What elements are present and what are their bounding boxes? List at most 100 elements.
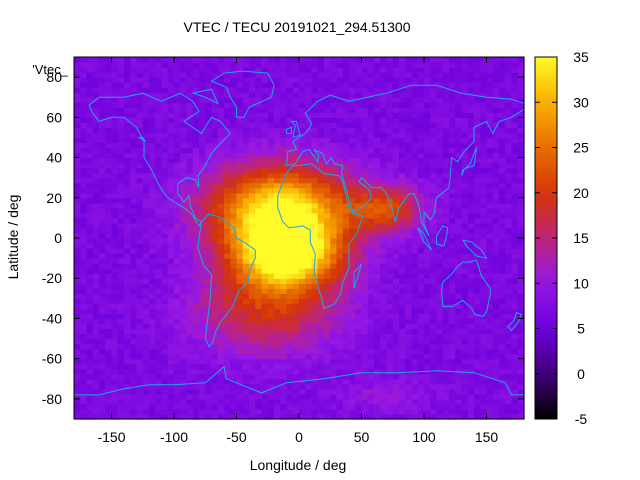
heatmap-cell [311,358,319,365]
heatmap-cell [367,202,375,209]
heatmap-cell [442,102,450,108]
heatmap-cell [174,378,181,385]
heatmap-cell [305,308,313,315]
heatmap-cell [330,393,338,400]
heatmap-cell [355,122,363,128]
heatmap-cell [486,248,494,254]
heatmap-cell [492,167,500,174]
heatmap-cell [324,202,331,209]
heatmap-cell [474,373,481,380]
heatmap-cell [386,258,394,264]
heatmap-cell [449,238,456,244]
heatmap-cell [430,388,438,395]
heatmap-cell [355,393,363,400]
heatmap-cell [405,222,413,229]
heatmap-cell [167,147,175,154]
heatmap-cell [336,293,344,299]
heatmap-cell [492,388,500,395]
heatmap-cell [74,197,81,204]
heatmap-cell [305,358,313,365]
heatmap-cell [230,172,238,179]
heatmap-cell [261,318,269,325]
heatmap-cell [124,398,131,405]
heatmap-cell [499,152,506,159]
heatmap-cell [324,413,331,420]
heatmap-cell [167,122,175,128]
heatmap-cell [311,378,319,385]
heatmap-cell [461,107,469,113]
heatmap-cell [330,127,338,134]
heatmap-cell [361,187,369,194]
heatmap-cell [124,142,131,149]
heatmap-cell [161,248,169,254]
heatmap-cell [474,363,481,370]
heatmap-cell [467,358,475,365]
heatmap-cell [374,398,381,405]
heatmap-cell [417,77,425,83]
heatmap-cell [474,298,481,304]
heatmap-cell [280,77,288,83]
heatmap-cell [111,142,119,149]
heatmap-cell [292,67,300,73]
heatmap-cell [336,278,344,284]
heatmap-cell [86,373,94,380]
heatmap-cell [342,298,350,304]
heatmap-cell [167,102,175,108]
heatmap-cell [124,67,131,73]
heatmap-cell [311,308,319,315]
heatmap-cell [292,408,300,415]
heatmap-cell [105,97,113,103]
heatmap-cell [305,368,313,375]
heatmap-cell [80,403,88,410]
heatmap-cell [155,413,163,420]
heatmap-cell [174,348,181,355]
heatmap-cell [411,177,419,184]
heatmap-cell [86,328,94,335]
heatmap-cell [486,413,494,420]
heatmap-cell [149,157,156,164]
heatmap-cell [380,283,388,289]
heatmap-cell [461,288,469,294]
heatmap-cell [480,328,488,335]
heatmap-cell [405,263,413,269]
heatmap-cell [274,82,281,88]
heatmap-cell [130,142,138,149]
heatmap-cell [430,107,438,113]
heatmap-cell [242,348,250,355]
heatmap-cell [124,248,131,254]
heatmap-cell [105,393,113,400]
heatmap-cell [105,92,113,98]
heatmap-cell [299,72,306,78]
heatmap-cell [367,82,375,88]
heatmap-cell [99,253,106,259]
heatmap-cell [142,353,150,360]
heatmap-cell [180,333,188,340]
heatmap-cell [180,192,188,199]
heatmap-cell [317,207,325,214]
heatmap-cell [305,263,313,269]
heatmap-cell [142,388,150,395]
heatmap-cell [405,323,413,330]
heatmap-cell [424,102,431,108]
heatmap-cell [230,62,238,68]
heatmap-cell [105,348,113,355]
heatmap-cell [430,212,438,219]
heatmap-cell [224,157,231,164]
heatmap-cell [355,313,363,320]
heatmap-cell [186,177,194,184]
heatmap-cell [405,87,413,93]
heatmap-cell [242,363,250,370]
heatmap-cell [374,202,381,209]
heatmap-cell [317,378,325,385]
heatmap-cell [99,328,106,335]
heatmap-cell [261,202,269,209]
heatmap-cell [380,408,388,415]
heatmap-cell [405,368,413,375]
heatmap-cell [374,353,381,360]
heatmap-cell [342,413,350,420]
heatmap-cell [205,238,213,244]
heatmap-cell [399,383,406,390]
heatmap-cell [186,293,194,299]
heatmap-cell [324,187,331,194]
heatmap-cell [492,152,500,159]
